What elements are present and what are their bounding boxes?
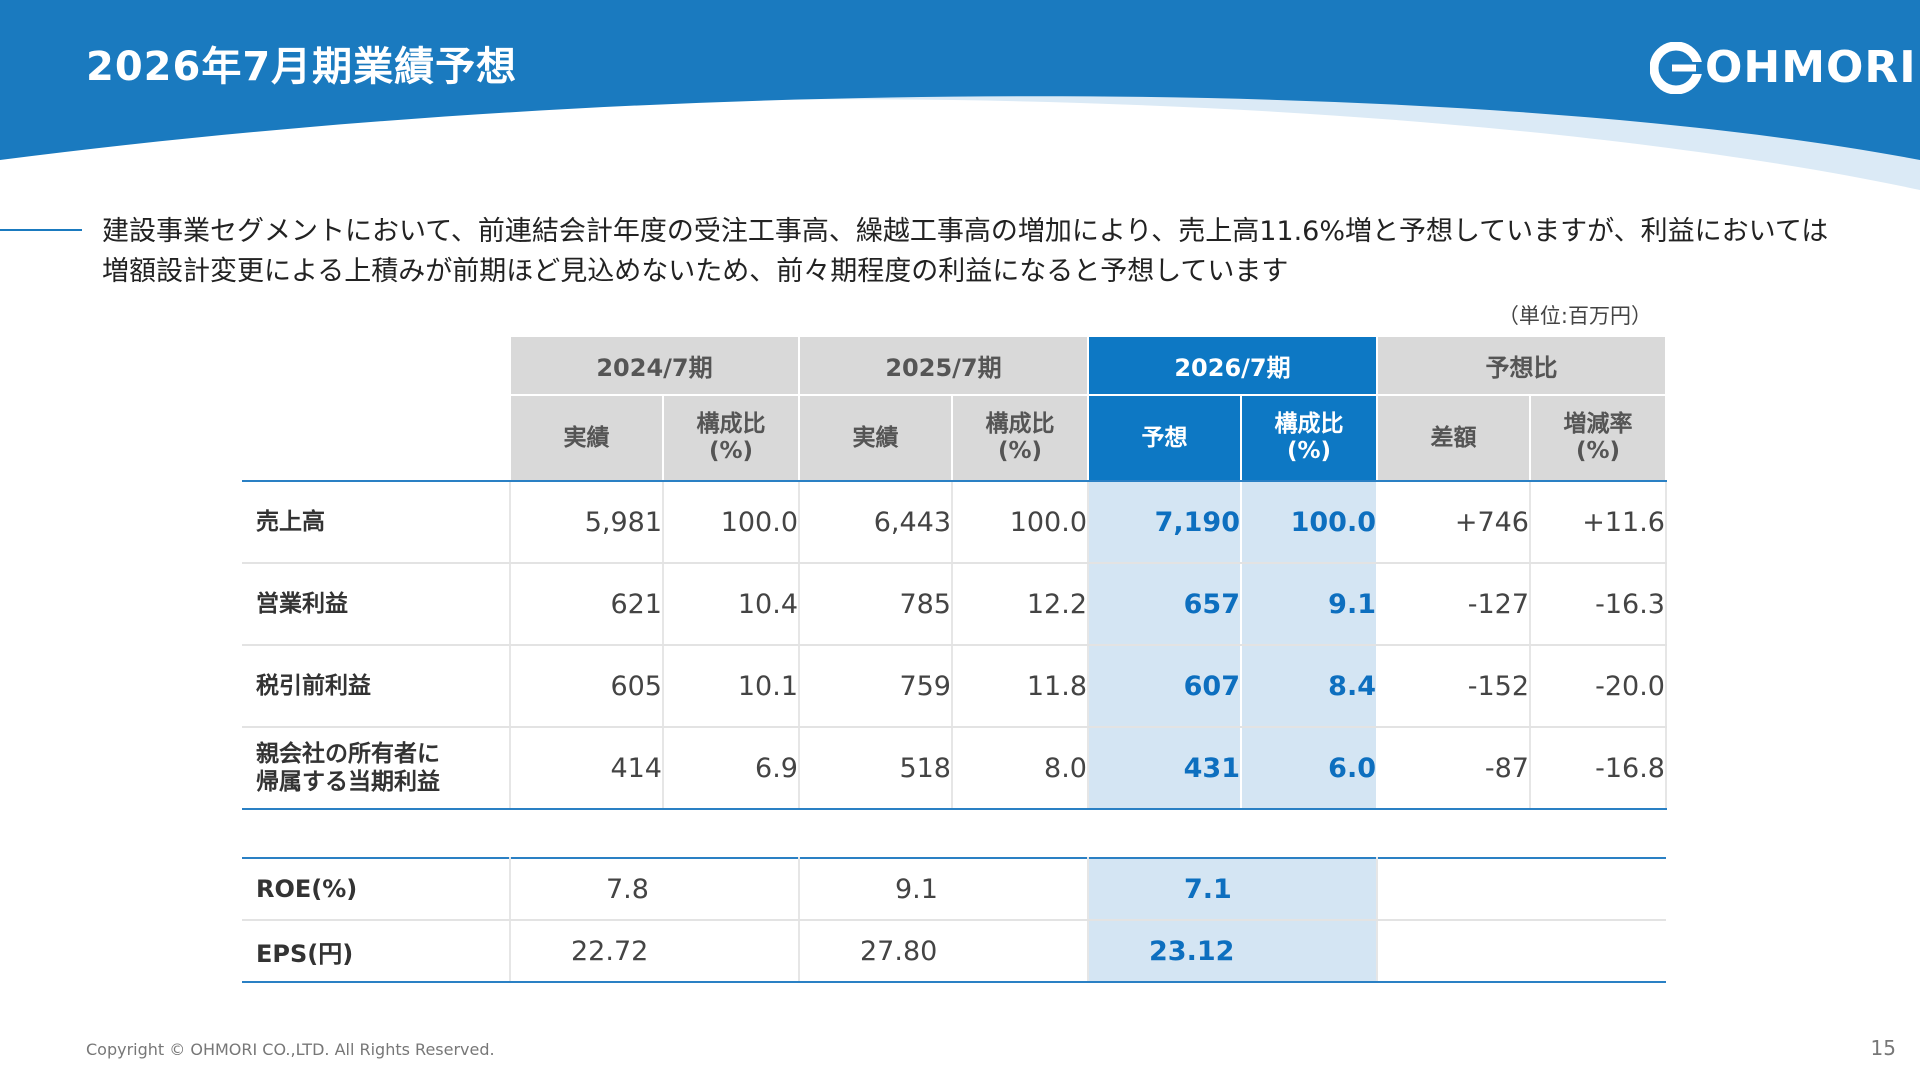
page-number: 15	[1870, 1036, 1896, 1060]
cell-forecast: 23.12	[1088, 920, 1378, 983]
header-empty	[242, 394, 511, 482]
row-label-line1: 親会社の所有者に	[256, 741, 440, 767]
cell: 7.8	[510, 857, 800, 921]
cell: 27.80	[799, 920, 1089, 983]
table-row-pretax-profit: 税引前利益 605 10.1 759 11.8 607 8.4 -152 -20…	[242, 645, 1667, 728]
cell: 621	[510, 563, 664, 646]
sub-ratio-line1: 構成比	[1274, 411, 1344, 437]
row-label: ROE(%)	[242, 857, 511, 921]
sub-diff: 差額	[1377, 394, 1531, 482]
cell: 785	[799, 563, 953, 646]
cell-forecast: 100.0	[1241, 481, 1378, 564]
cell-value: 9.1	[895, 873, 938, 905]
cell-forecast: 8.4	[1241, 645, 1378, 728]
cell: 10.4	[663, 563, 800, 646]
row-label-line2: 帰属する当期利益	[256, 769, 440, 795]
cell-forecast: 7,190	[1088, 481, 1242, 564]
cell: 11.8	[952, 645, 1089, 728]
cell-forecast: 657	[1088, 563, 1242, 646]
cell-value: 7.8	[606, 873, 649, 905]
cell: 9.1	[799, 857, 1089, 921]
cell-forecast: 6.0	[1241, 727, 1378, 810]
table-row-eps: EPS(円) 22.72 27.80 23.12	[242, 920, 1666, 983]
cell: -127	[1377, 563, 1531, 646]
header-empty	[242, 337, 511, 395]
table-row-net-profit: 親会社の所有者に 帰属する当期利益 414 6.9 518 8.0 431 6.0…	[242, 727, 1667, 810]
row-label: 親会社の所有者に 帰属する当期利益	[242, 727, 511, 810]
sub-ratio: 構成比 (%)	[663, 394, 800, 482]
row-label: 税引前利益	[242, 645, 511, 728]
cell-forecast: 9.1	[1241, 563, 1378, 646]
sub-actual: 実績	[510, 394, 664, 482]
cell: -87	[1377, 727, 1531, 810]
sub-ratio-line2: (%)	[708, 438, 754, 464]
cell-value: 23.12	[1149, 935, 1235, 967]
cell-value: 22.72	[571, 935, 649, 967]
logo-mark-icon	[1650, 42, 1702, 94]
cell: 100.0	[663, 481, 800, 564]
page-title: 2026年7月期業績予想	[86, 44, 518, 90]
cell-empty	[1377, 920, 1666, 983]
period-comparison: 予想比	[1377, 337, 1667, 395]
period-2025: 2025/7期	[799, 337, 1089, 395]
sub-ratio-line2: (%)	[1286, 438, 1332, 464]
cell: -20.0	[1530, 645, 1667, 728]
cell-forecast: 7.1	[1088, 857, 1378, 921]
sub-ratio: 構成比 (%)	[952, 394, 1089, 482]
sub-ratio-line1: 構成比	[985, 411, 1055, 437]
copyright: Copyright © OHMORI CO.,LTD. All Rights R…	[86, 1040, 495, 1059]
cell: +746	[1377, 481, 1531, 564]
cell: 5,981	[510, 481, 664, 564]
header-wave	[0, 0, 1920, 190]
cell-empty	[1377, 857, 1666, 921]
forecast-table: 2024/7期 2025/7期 2026/7期 予想比 実績 構成比 (%) 実績…	[242, 337, 1667, 983]
description-text: 建設事業セグメントにおいて、前連結会計年度の受注工事高、繰越工事高の増加により、…	[102, 216, 1829, 287]
sub-ratio: 構成比 (%)	[1241, 394, 1378, 482]
table-row-roe: ROE(%) 7.8 9.1 7.1	[242, 857, 1666, 921]
cell: -16.3	[1530, 563, 1667, 646]
sub-forecast: 予想	[1088, 394, 1242, 482]
cell-forecast: 431	[1088, 727, 1242, 810]
cell: 22.72	[510, 920, 800, 983]
sub-rate-line1: 増減率	[1563, 411, 1633, 437]
row-label: 営業利益	[242, 563, 511, 646]
unit-label: （単位:百万円）	[1497, 304, 1652, 328]
cell: +11.6	[1530, 481, 1667, 564]
cell: 414	[510, 727, 664, 810]
table-spacer	[242, 809, 1666, 858]
cell: -152	[1377, 645, 1531, 728]
company-logo: OHMORI	[1650, 42, 1916, 94]
cell: 759	[799, 645, 953, 728]
period-header-row: 2024/7期 2025/7期 2026/7期 予想比	[242, 337, 1667, 395]
cell: 8.0	[952, 727, 1089, 810]
cell: -16.8	[1530, 727, 1667, 810]
sub-ratio-line2: (%)	[997, 438, 1043, 464]
sub-header-row: 実績 構成比 (%) 実績 構成比 (%) 予想 構成比 (%) 差額 増減率 (%)	[242, 394, 1667, 482]
period-2026: 2026/7期	[1088, 337, 1378, 395]
cell: 10.1	[663, 645, 800, 728]
cell-value: 27.80	[860, 935, 938, 967]
cell: 6.9	[663, 727, 800, 810]
cell: 518	[799, 727, 953, 810]
row-label: EPS(円)	[242, 920, 511, 983]
table-row-sales: 売上高 5,981 100.0 6,443 100.0 7,190 100.0 …	[242, 481, 1667, 564]
sub-rate-line2: (%)	[1575, 438, 1621, 464]
cell: 100.0	[952, 481, 1089, 564]
sub-actual: 実績	[799, 394, 953, 482]
header-banner: 2026年7月期業績予想 OHMORI	[0, 0, 1920, 190]
cell-forecast: 607	[1088, 645, 1242, 728]
period-2024: 2024/7期	[510, 337, 800, 395]
cell: 6,443	[799, 481, 953, 564]
cell: 605	[510, 645, 664, 728]
row-label: 売上高	[242, 481, 511, 564]
logo-text: OHMORI	[1705, 42, 1917, 93]
sub-rate: 増減率 (%)	[1530, 394, 1667, 482]
accent-line	[0, 229, 82, 231]
cell: 12.2	[952, 563, 1089, 646]
cell-value: 7.1	[1184, 873, 1232, 905]
sub-ratio-line1: 構成比	[696, 411, 766, 437]
table-row-operating-profit: 営業利益 621 10.4 785 12.2 657 9.1 -127 -16.…	[242, 563, 1667, 646]
